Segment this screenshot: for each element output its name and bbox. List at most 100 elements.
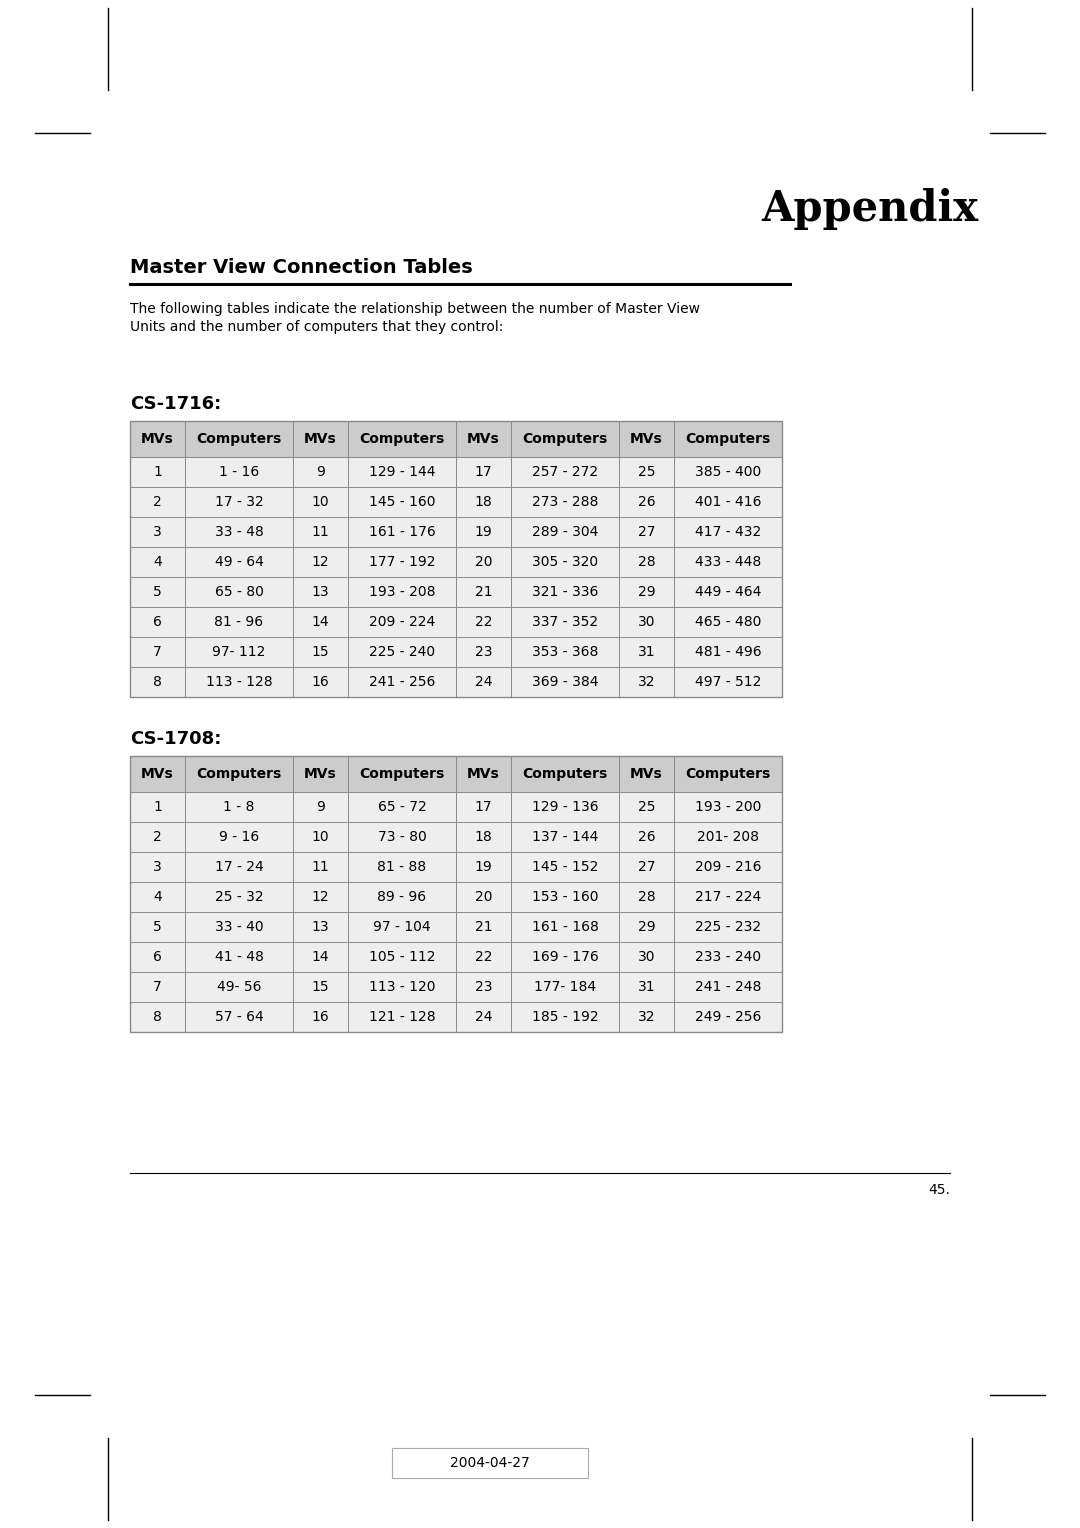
Text: MVs: MVs — [141, 432, 174, 446]
Text: 3: 3 — [153, 860, 162, 874]
Text: 23: 23 — [475, 645, 492, 659]
Bar — [130, 912, 782, 941]
Text: 9: 9 — [316, 465, 325, 478]
Text: 129 - 136: 129 - 136 — [531, 801, 598, 814]
Text: 289 - 304: 289 - 304 — [531, 526, 598, 539]
Text: 6: 6 — [153, 950, 162, 964]
Text: 89 - 96: 89 - 96 — [377, 889, 427, 905]
Text: 27: 27 — [638, 526, 656, 539]
Bar — [130, 853, 782, 882]
Text: 28: 28 — [637, 555, 656, 568]
Text: 65 - 72: 65 - 72 — [378, 801, 427, 814]
Text: 1: 1 — [153, 465, 162, 478]
Bar — [130, 547, 782, 578]
Bar — [130, 756, 782, 792]
Text: 153 - 160: 153 - 160 — [531, 889, 598, 905]
Text: 105 - 112: 105 - 112 — [368, 950, 435, 964]
Bar — [130, 1002, 782, 1031]
Text: 145 - 160: 145 - 160 — [368, 495, 435, 509]
Text: 121 - 128: 121 - 128 — [368, 1010, 435, 1024]
Text: MVs: MVs — [468, 767, 500, 781]
Text: Computers: Computers — [686, 432, 771, 446]
Text: 465 - 480: 465 - 480 — [694, 614, 761, 630]
Text: 7: 7 — [153, 979, 162, 995]
Text: CS-1708:: CS-1708: — [130, 730, 221, 749]
Text: 18: 18 — [474, 830, 492, 843]
Text: 217 - 224: 217 - 224 — [694, 889, 761, 905]
Text: 32: 32 — [638, 675, 656, 689]
Text: 12: 12 — [312, 555, 329, 568]
Text: 1: 1 — [153, 801, 162, 814]
Text: Appendix: Appendix — [761, 188, 978, 231]
Text: MVs: MVs — [141, 767, 174, 781]
Text: 31: 31 — [637, 979, 656, 995]
Text: 17: 17 — [475, 465, 492, 478]
Bar — [130, 578, 782, 607]
Text: 353 - 368: 353 - 368 — [531, 645, 598, 659]
Text: 21: 21 — [475, 585, 492, 599]
Text: 17 - 32: 17 - 32 — [215, 495, 264, 509]
Bar — [130, 457, 782, 487]
Text: 433 - 448: 433 - 448 — [694, 555, 761, 568]
Bar — [130, 422, 782, 457]
Text: Computers: Computers — [523, 767, 608, 781]
Text: 273 - 288: 273 - 288 — [531, 495, 598, 509]
Text: 41 - 48: 41 - 48 — [215, 950, 264, 964]
Text: 29: 29 — [637, 920, 656, 934]
Text: 161 - 176: 161 - 176 — [368, 526, 435, 539]
Text: MVs: MVs — [305, 767, 337, 781]
Text: 481 - 496: 481 - 496 — [694, 645, 761, 659]
Text: 16: 16 — [312, 675, 329, 689]
Text: 5: 5 — [153, 920, 162, 934]
Text: 2004-04-27: 2004-04-27 — [450, 1456, 530, 1470]
Text: 20: 20 — [475, 889, 492, 905]
Text: 2: 2 — [153, 495, 162, 509]
Text: 14: 14 — [312, 950, 329, 964]
Text: 26: 26 — [637, 495, 656, 509]
Text: 177- 184: 177- 184 — [534, 979, 596, 995]
Text: 32: 32 — [638, 1010, 656, 1024]
Text: 13: 13 — [312, 920, 329, 934]
Text: 24: 24 — [475, 675, 492, 689]
Bar — [130, 941, 782, 972]
Text: 137 - 144: 137 - 144 — [531, 830, 598, 843]
Text: Computers: Computers — [360, 767, 445, 781]
Text: 4: 4 — [153, 889, 162, 905]
Text: 241 - 248: 241 - 248 — [694, 979, 761, 995]
Text: 233 - 240: 233 - 240 — [694, 950, 761, 964]
Bar — [130, 972, 782, 1002]
Text: 65 - 80: 65 - 80 — [215, 585, 264, 599]
Text: Computers: Computers — [686, 767, 771, 781]
Text: 27: 27 — [638, 860, 656, 874]
Text: 11: 11 — [312, 860, 329, 874]
Text: 45.: 45. — [928, 1183, 950, 1196]
Text: 5: 5 — [153, 585, 162, 599]
Bar — [392, 1449, 588, 1478]
Text: 369 - 384: 369 - 384 — [531, 675, 598, 689]
Text: 19: 19 — [474, 860, 492, 874]
Text: 97- 112: 97- 112 — [213, 645, 266, 659]
Text: 49 - 64: 49 - 64 — [215, 555, 264, 568]
Text: 81 - 96: 81 - 96 — [215, 614, 264, 630]
Bar — [130, 516, 782, 547]
Text: 57 - 64: 57 - 64 — [215, 1010, 264, 1024]
Bar — [130, 422, 782, 697]
Text: 9 - 16: 9 - 16 — [219, 830, 259, 843]
Text: 209 - 216: 209 - 216 — [694, 860, 761, 874]
Text: 1 - 8: 1 - 8 — [224, 801, 255, 814]
Bar — [130, 882, 782, 912]
Bar — [130, 637, 782, 668]
Text: 26: 26 — [637, 830, 656, 843]
Text: Master View Connection Tables: Master View Connection Tables — [130, 258, 473, 277]
Text: 3: 3 — [153, 526, 162, 539]
Text: 225 - 240: 225 - 240 — [369, 645, 435, 659]
Text: 497 - 512: 497 - 512 — [694, 675, 761, 689]
Text: MVs: MVs — [468, 432, 500, 446]
Text: Computers: Computers — [197, 432, 282, 446]
Text: 113 - 128: 113 - 128 — [205, 675, 272, 689]
Text: 33 - 40: 33 - 40 — [215, 920, 264, 934]
Text: MVs: MVs — [305, 432, 337, 446]
Text: 9: 9 — [316, 801, 325, 814]
Text: 25 - 32: 25 - 32 — [215, 889, 264, 905]
Text: Units and the number of computers that they control:: Units and the number of computers that t… — [130, 319, 503, 335]
